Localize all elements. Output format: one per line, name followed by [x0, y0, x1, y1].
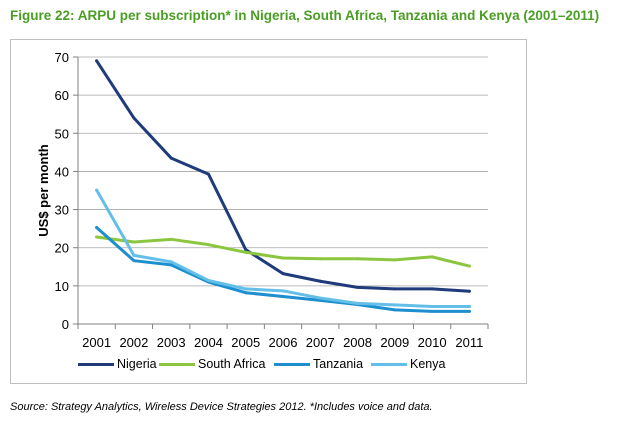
- data-point-tanzania-2006: [281, 295, 285, 299]
- x-tick-label-2008: 2008: [343, 335, 372, 350]
- legend-label-nigeria: Nigeria: [117, 357, 157, 371]
- y-tick-label-70: 70: [55, 50, 69, 65]
- data-point-kenya-2006: [281, 289, 285, 293]
- data-point-south-africa-2011: [467, 264, 471, 268]
- data-point-south-africa-2007: [318, 257, 322, 261]
- y-tick-label-30: 30: [55, 203, 69, 218]
- y-tick-label-0: 0: [62, 317, 69, 332]
- data-point-tanzania-2003: [169, 263, 173, 267]
- data-point-tanzania-2005: [244, 291, 248, 295]
- data-point-south-africa-2004: [206, 243, 210, 247]
- data-point-tanzania-2002: [132, 259, 136, 263]
- data-point-south-africa-2001: [95, 235, 99, 239]
- data-point-nigeria-2002: [132, 116, 136, 120]
- data-point-kenya-2007: [318, 296, 322, 300]
- x-tick-label-2011: 2011: [455, 335, 483, 350]
- source-note: Source: Strategy Analytics, Wireless Dev…: [10, 401, 433, 413]
- data-point-south-africa-2010: [430, 255, 434, 259]
- chart-legend: Nigeria South Africa Tanzania Kenya: [0, 357, 625, 377]
- data-point-tanzania-2010: [430, 309, 434, 313]
- x-tick-label-2003: 2003: [157, 335, 186, 350]
- data-point-south-africa-2003: [169, 237, 173, 241]
- data-point-nigeria-2001: [95, 59, 99, 63]
- data-point-nigeria-2006: [281, 272, 285, 276]
- y-tick-label-20: 20: [55, 241, 69, 256]
- y-tick-label-40: 40: [55, 164, 69, 179]
- data-point-kenya-2002: [132, 253, 136, 257]
- data-point-nigeria-2011: [467, 289, 471, 293]
- data-point-kenya-2010: [430, 304, 434, 308]
- data-point-nigeria-2007: [318, 279, 322, 283]
- data-point-south-africa-2009: [393, 258, 397, 262]
- legend-item-kenya: Kenya: [371, 357, 445, 371]
- x-tick-label-2009: 2009: [380, 335, 409, 350]
- data-point-kenya-2005: [244, 287, 248, 291]
- data-point-south-africa-2005: [244, 250, 248, 254]
- x-tick-label-2010: 2010: [418, 335, 447, 350]
- data-point-kenya-2004: [206, 279, 210, 283]
- legend-label-kenya: Kenya: [410, 357, 446, 371]
- data-point-nigeria-2003: [169, 156, 173, 160]
- legend-label-south-africa: South Africa: [198, 357, 266, 371]
- legend-item-tanzania: Tanzania: [274, 357, 363, 371]
- data-point-kenya-2009: [393, 303, 397, 307]
- legend-item-south-africa: South Africa: [159, 357, 265, 371]
- data-point-tanzania-2001: [95, 225, 99, 229]
- legend-swatch-nigeria: [78, 362, 114, 366]
- data-point-tanzania-2009: [393, 308, 397, 312]
- y-tick-label-60: 60: [55, 88, 69, 103]
- figure-title: Figure 22: ARPU per subscription* in Nig…: [10, 8, 600, 23]
- legend-swatch-kenya: [371, 362, 407, 366]
- data-point-nigeria-2004: [206, 172, 210, 176]
- legend-swatch-south-africa: [159, 362, 195, 366]
- x-tick-label-2001: 2001: [82, 335, 111, 350]
- data-point-south-africa-2008: [356, 257, 360, 261]
- y-tick-label-10: 10: [55, 279, 69, 294]
- x-tick-label-2002: 2002: [119, 335, 148, 350]
- data-point-south-africa-2006: [281, 256, 285, 260]
- x-tick-label-2004: 2004: [194, 335, 223, 350]
- data-point-tanzania-2011: [467, 309, 471, 313]
- x-tick-label-2005: 2005: [231, 335, 260, 350]
- data-point-nigeria-2010: [430, 287, 434, 291]
- x-tick-label-2007: 2007: [306, 335, 335, 350]
- y-tick-label-50: 50: [55, 126, 69, 141]
- data-point-kenya-2003: [169, 260, 173, 264]
- legend-swatch-tanzania: [274, 362, 310, 366]
- data-point-south-africa-2002: [132, 240, 136, 244]
- data-point-nigeria-2008: [356, 285, 360, 289]
- legend-item-nigeria: Nigeria: [78, 357, 157, 371]
- chart-frame: [10, 39, 527, 384]
- y-axis-title: US$ per month: [36, 144, 51, 237]
- legend-label-tanzania: Tanzania: [313, 357, 364, 371]
- data-point-kenya-2001: [95, 188, 99, 192]
- data-point-nigeria-2005: [244, 248, 248, 252]
- data-point-kenya-2008: [356, 301, 360, 305]
- data-point-kenya-2011: [467, 304, 471, 308]
- x-tick-label-2006: 2006: [269, 335, 298, 350]
- data-point-nigeria-2009: [393, 287, 397, 291]
